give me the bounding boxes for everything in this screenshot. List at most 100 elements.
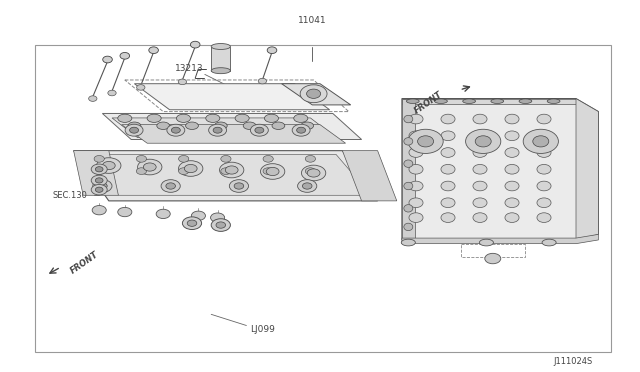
Polygon shape xyxy=(402,99,576,104)
Ellipse shape xyxy=(137,84,145,90)
Polygon shape xyxy=(402,99,598,240)
Ellipse shape xyxy=(221,155,231,162)
Ellipse shape xyxy=(187,220,197,226)
Ellipse shape xyxy=(401,239,415,246)
Ellipse shape xyxy=(537,114,551,124)
Ellipse shape xyxy=(404,160,413,167)
Polygon shape xyxy=(122,125,346,143)
Ellipse shape xyxy=(148,47,159,54)
Ellipse shape xyxy=(191,211,205,220)
Ellipse shape xyxy=(409,148,423,157)
Ellipse shape xyxy=(211,68,230,74)
Ellipse shape xyxy=(409,131,423,141)
Ellipse shape xyxy=(211,44,230,49)
Ellipse shape xyxy=(537,198,551,208)
Ellipse shape xyxy=(473,131,487,141)
Polygon shape xyxy=(402,99,415,240)
Ellipse shape xyxy=(260,164,285,179)
Ellipse shape xyxy=(473,114,487,124)
Ellipse shape xyxy=(225,166,238,174)
Ellipse shape xyxy=(473,164,487,174)
Text: FRONT: FRONT xyxy=(413,89,445,115)
Ellipse shape xyxy=(128,122,141,129)
Ellipse shape xyxy=(441,181,455,191)
Ellipse shape xyxy=(409,181,423,191)
Ellipse shape xyxy=(523,129,558,154)
Ellipse shape xyxy=(179,155,189,162)
Ellipse shape xyxy=(95,178,103,183)
Ellipse shape xyxy=(94,155,104,162)
Ellipse shape xyxy=(473,198,487,208)
Ellipse shape xyxy=(220,162,244,178)
Bar xyxy=(35,45,611,352)
Polygon shape xyxy=(74,151,378,201)
Ellipse shape xyxy=(102,161,115,170)
Ellipse shape xyxy=(505,181,519,191)
Ellipse shape xyxy=(406,99,419,103)
Ellipse shape xyxy=(441,114,455,124)
Ellipse shape xyxy=(491,99,504,103)
Ellipse shape xyxy=(479,239,493,246)
Ellipse shape xyxy=(441,164,455,174)
Ellipse shape xyxy=(292,124,310,136)
Ellipse shape xyxy=(97,158,121,173)
Ellipse shape xyxy=(404,205,413,212)
Ellipse shape xyxy=(136,168,147,174)
Ellipse shape xyxy=(404,115,413,123)
Ellipse shape xyxy=(294,114,308,122)
Ellipse shape xyxy=(268,47,277,54)
Ellipse shape xyxy=(214,122,227,129)
Ellipse shape xyxy=(473,213,487,222)
Ellipse shape xyxy=(136,155,147,162)
Ellipse shape xyxy=(418,136,434,147)
Polygon shape xyxy=(134,84,330,110)
Ellipse shape xyxy=(537,148,551,157)
Ellipse shape xyxy=(156,209,170,219)
Ellipse shape xyxy=(120,52,130,59)
Ellipse shape xyxy=(143,163,156,171)
Polygon shape xyxy=(211,46,230,71)
Ellipse shape xyxy=(95,167,103,172)
Ellipse shape xyxy=(298,180,317,192)
Ellipse shape xyxy=(206,114,220,122)
Polygon shape xyxy=(402,234,598,244)
Ellipse shape xyxy=(297,127,306,133)
Ellipse shape xyxy=(519,99,532,103)
Ellipse shape xyxy=(537,213,551,222)
Ellipse shape xyxy=(537,181,551,191)
Ellipse shape xyxy=(305,155,316,162)
Ellipse shape xyxy=(466,129,501,154)
Ellipse shape xyxy=(505,148,519,157)
Ellipse shape xyxy=(404,223,413,231)
Polygon shape xyxy=(576,99,598,240)
Ellipse shape xyxy=(300,85,327,103)
Text: 13213: 13213 xyxy=(175,64,203,73)
Ellipse shape xyxy=(92,164,108,174)
Ellipse shape xyxy=(88,96,97,102)
Ellipse shape xyxy=(130,127,139,133)
Ellipse shape xyxy=(191,41,200,48)
Text: LJ099: LJ099 xyxy=(250,325,275,334)
Ellipse shape xyxy=(179,161,203,176)
Ellipse shape xyxy=(213,127,222,133)
Ellipse shape xyxy=(505,164,519,174)
Ellipse shape xyxy=(404,138,413,145)
Ellipse shape xyxy=(179,168,189,174)
Ellipse shape xyxy=(98,183,108,189)
Ellipse shape xyxy=(542,239,556,246)
Ellipse shape xyxy=(94,168,104,174)
Ellipse shape xyxy=(441,213,455,222)
Text: 11041: 11041 xyxy=(298,16,326,25)
Ellipse shape xyxy=(92,185,108,195)
Ellipse shape xyxy=(186,122,198,129)
Ellipse shape xyxy=(229,180,248,192)
Ellipse shape xyxy=(166,183,175,189)
Ellipse shape xyxy=(172,127,180,133)
Ellipse shape xyxy=(537,131,551,141)
Ellipse shape xyxy=(125,124,143,136)
Ellipse shape xyxy=(409,164,423,174)
Ellipse shape xyxy=(178,79,187,85)
Text: SEC.130: SEC.130 xyxy=(52,191,87,200)
Ellipse shape xyxy=(93,180,112,192)
Ellipse shape xyxy=(408,129,444,154)
